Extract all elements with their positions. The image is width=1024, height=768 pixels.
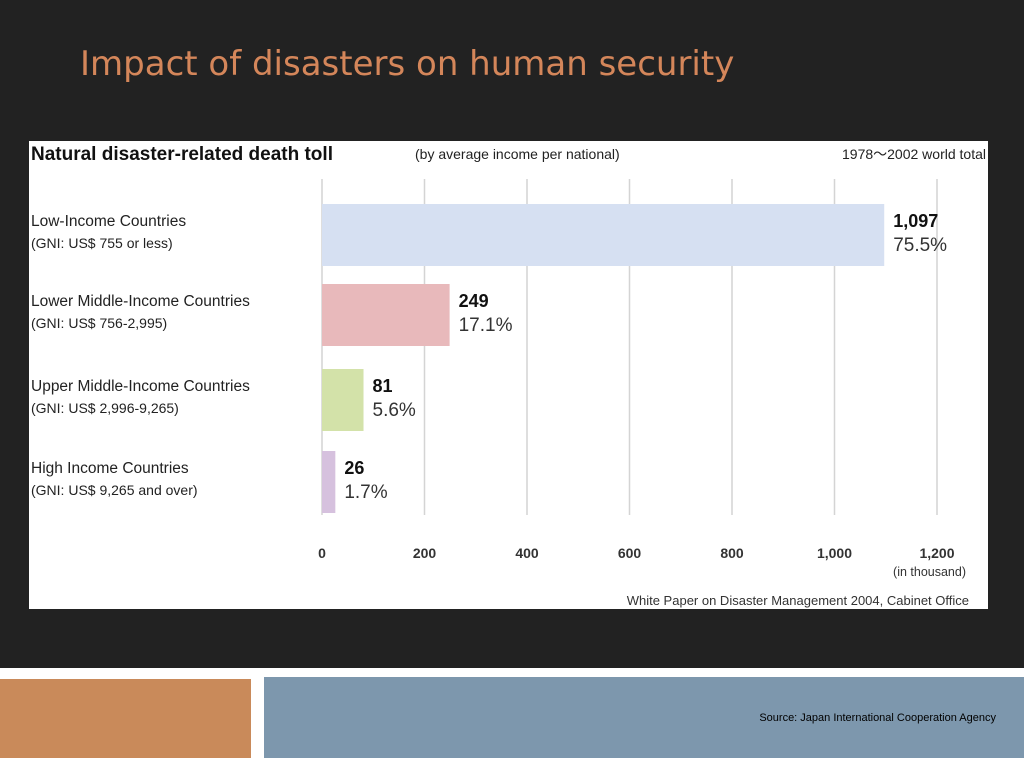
unit-label: (in thousand) <box>893 565 966 579</box>
chart-period: 1978〜2002 world total <box>842 146 986 162</box>
chart-title: Natural disaster-related death toll <box>31 144 333 165</box>
footer-source: Source: Japan International Cooperation … <box>759 712 996 724</box>
category-name: Upper Middle-Income Countries <box>31 378 250 395</box>
bar-value-label: 81 <box>373 376 393 396</box>
bar-value-label: 26 <box>344 458 364 478</box>
x-tick-label: 1,000 <box>817 545 852 561</box>
bar-percent-label: 17.1% <box>459 315 513 336</box>
x-tick-label: 200 <box>413 545 437 561</box>
category-gni: (GNI: US$ 9,265 and over) <box>31 482 198 498</box>
category-labels: 1,097 75.5% Low-Income Countries (GNI: US$ … <box>31 211 947 503</box>
x-axis-ticks: 0 200 400 600 800 1,000 1,200 <box>318 545 955 561</box>
category-name: Low-Income Countries <box>31 213 186 230</box>
category-gni: (GNI: US$ 755 or less) <box>31 235 173 251</box>
bar <box>322 204 885 266</box>
bar-value-label: 249 <box>459 291 489 311</box>
death-toll-chart: Natural disaster-related death toll (by … <box>31 144 986 608</box>
bar-percent-label: 1.7% <box>344 482 387 503</box>
x-tick-label: 0 <box>318 545 326 561</box>
bar-percent-label: 75.5% <box>893 235 947 256</box>
bars <box>322 204 885 513</box>
bar <box>322 451 336 513</box>
category-gni: (GNI: US$ 2,996-9,265) <box>31 400 179 416</box>
chart-panel: Natural disaster-related death toll (by … <box>29 141 988 609</box>
x-tick-label: 400 <box>515 545 539 561</box>
x-tick-label: 600 <box>618 545 642 561</box>
category-gni: (GNI: US$ 756-2,995) <box>31 315 167 331</box>
category-name: High Income Countries <box>31 460 189 477</box>
bar <box>322 284 450 346</box>
footer-bar: Source: Japan International Cooperation … <box>264 677 1024 758</box>
slide-title: Impact of disasters on human security <box>80 44 735 84</box>
category-name: Lower Middle-Income Countries <box>31 293 250 310</box>
bar <box>322 369 364 431</box>
chart-source: White Paper on Disaster Management 2004,… <box>627 593 969 608</box>
bar-value-label: 1,097 <box>893 211 938 231</box>
chart-subtitle: (by average income per national) <box>415 146 620 162</box>
bar-percent-label: 5.6% <box>373 400 416 421</box>
x-tick-label: 1,200 <box>919 545 954 561</box>
footer-accent-orange <box>0 679 251 758</box>
x-tick-label: 800 <box>720 545 744 561</box>
